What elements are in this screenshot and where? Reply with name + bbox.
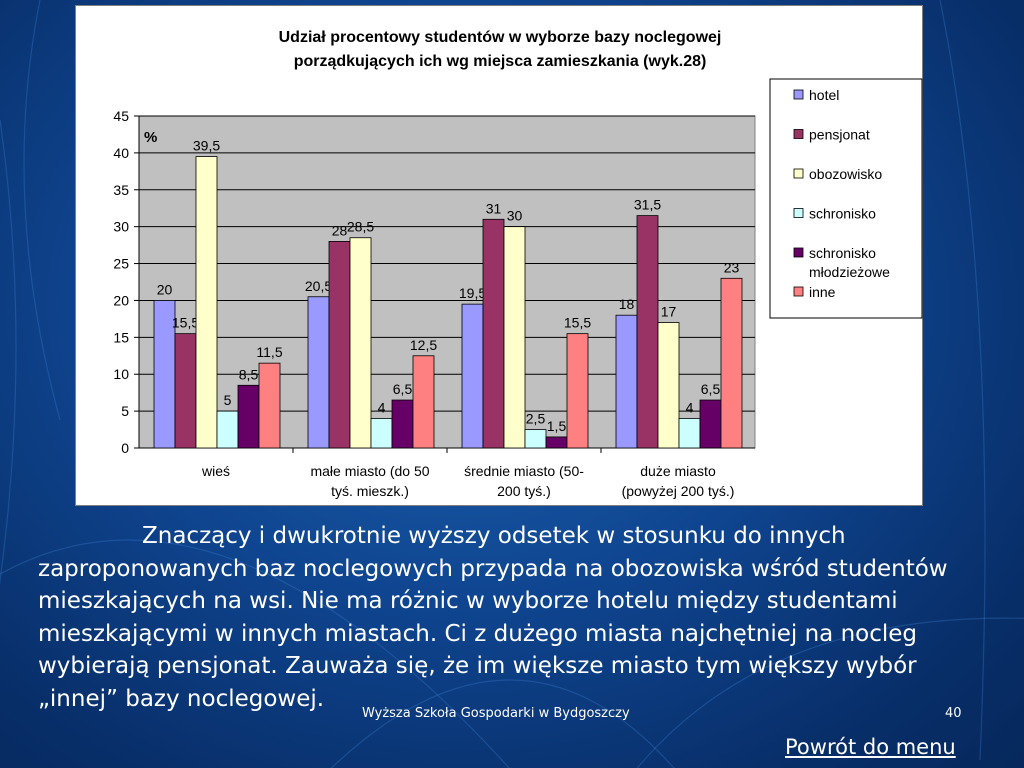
bar-pensjonat [636, 215, 659, 449]
data-label: 23 [724, 259, 740, 275]
data-label: 31 [486, 200, 502, 216]
x-category-label: wieś [201, 463, 230, 479]
x-category-label: średnie miasto (50- [464, 463, 584, 479]
legend-swatch [793, 168, 804, 179]
y-tick-label: 0 [121, 440, 129, 456]
bar-schronisko [524, 429, 547, 449]
legend-swatch [793, 247, 804, 258]
legend-label: obozowisko [809, 166, 882, 182]
bar-hotel [307, 296, 330, 449]
bar-schronisko [678, 418, 701, 449]
data-label: 17 [661, 304, 677, 320]
data-label: 19,5 [459, 285, 486, 301]
y-tick-label: 40 [113, 145, 129, 161]
data-label: 2,5 [526, 411, 546, 427]
bar-inne [566, 333, 589, 449]
y-tick-label: 20 [113, 292, 129, 308]
back-to-menu-link[interactable]: Powrót do menu [785, 735, 956, 759]
legend-box [769, 78, 923, 319]
data-label: 15,5 [172, 315, 199, 331]
bar-obozowisko [195, 156, 218, 449]
legend-label: inne [809, 284, 836, 300]
data-label: 30 [507, 208, 523, 224]
data-label: 15,5 [564, 315, 591, 331]
x-category-label: małe miasto (do 50 [310, 463, 429, 479]
data-label: 31,5 [634, 197, 661, 213]
data-label: 5 [224, 392, 232, 408]
y-tick-label: 35 [113, 182, 129, 198]
y-axis-label: % [144, 129, 157, 146]
footer-page-number: 40 [945, 706, 962, 721]
data-label: 8,5 [239, 366, 259, 382]
bar-inne [412, 355, 435, 449]
data-label: 20 [157, 281, 173, 297]
data-label: 4 [378, 399, 386, 415]
y-tick-label: 45 [113, 108, 129, 124]
x-category-label: 200 tyś.) [497, 483, 551, 499]
data-label: 6,5 [701, 381, 721, 397]
description-text: Znaczący i dwukrotnie wyższy odsetek w s… [38, 523, 948, 712]
data-label: 1,5 [547, 418, 567, 434]
bar-pensjonat [328, 241, 351, 449]
legend-swatch [793, 89, 804, 100]
bar-pensjonat [482, 218, 505, 449]
bar-inne [258, 362, 281, 449]
chart-title-line-1: Udział procentowy studentów w wyborze ba… [279, 29, 722, 46]
data-label: 28,5 [347, 219, 374, 235]
bar-schronisko-młodzieżowe [237, 384, 260, 449]
bar-chart: Udział procentowy studentów w wyborze ba… [113, 29, 923, 499]
bar-schronisko [370, 418, 393, 449]
y-tick-label: 5 [121, 403, 129, 419]
bar-obozowisko [503, 226, 526, 449]
bar-schronisko-młodzieżowe [545, 436, 568, 449]
x-category-label: duże miasto [640, 463, 716, 479]
y-tick-label: 15 [113, 329, 129, 345]
description-paragraph: Znaczący i dwukrotnie wyższy odsetek w s… [38, 520, 998, 715]
chart-title-line-2: porządkujących ich wg miejsca zamieszkan… [294, 53, 707, 70]
bar-pensjonat [174, 333, 197, 449]
x-category-label: tyś. mieszk.) [331, 483, 409, 499]
data-label: 12,5 [410, 337, 437, 353]
legend-swatch [793, 286, 804, 297]
data-label: 4 [686, 399, 694, 415]
data-label: 18 [619, 296, 635, 312]
footer-school: Wyższa Szkoła Gospodarki w Bydgoszczy [362, 706, 630, 721]
legend-label: schronisko [809, 206, 876, 222]
bar-schronisko [216, 410, 239, 449]
x-category-label: (powyżej 200 tyś.) [622, 483, 735, 499]
data-label: 11,5 [256, 344, 282, 360]
y-tick-label: 10 [113, 366, 129, 382]
legend-label: młodzieżowe [809, 264, 890, 280]
bar-inne [720, 277, 743, 449]
bar-hotel [615, 314, 638, 449]
legend-label: pensjonat [809, 127, 870, 143]
bar-hotel [461, 303, 484, 449]
legend-label: hotel [809, 87, 839, 103]
bar-schronisko-młodzieżowe [699, 399, 722, 449]
data-label: 28 [332, 222, 348, 238]
data-label: 39,5 [193, 138, 220, 154]
legend-swatch [793, 129, 804, 139]
y-tick-label: 30 [113, 219, 129, 235]
chart-panel: Udział procentowy studentów w wyborze ba… [75, 5, 923, 506]
data-label: 6,5 [393, 381, 413, 397]
bar-obozowisko [657, 322, 680, 449]
bar-obozowisko [349, 237, 372, 449]
legend-label: schronisko [809, 245, 876, 261]
bar-schronisko-młodzieżowe [391, 399, 414, 449]
data-label: 20,5 [305, 278, 332, 294]
legend-swatch [793, 208, 804, 218]
y-tick-label: 25 [113, 256, 129, 272]
